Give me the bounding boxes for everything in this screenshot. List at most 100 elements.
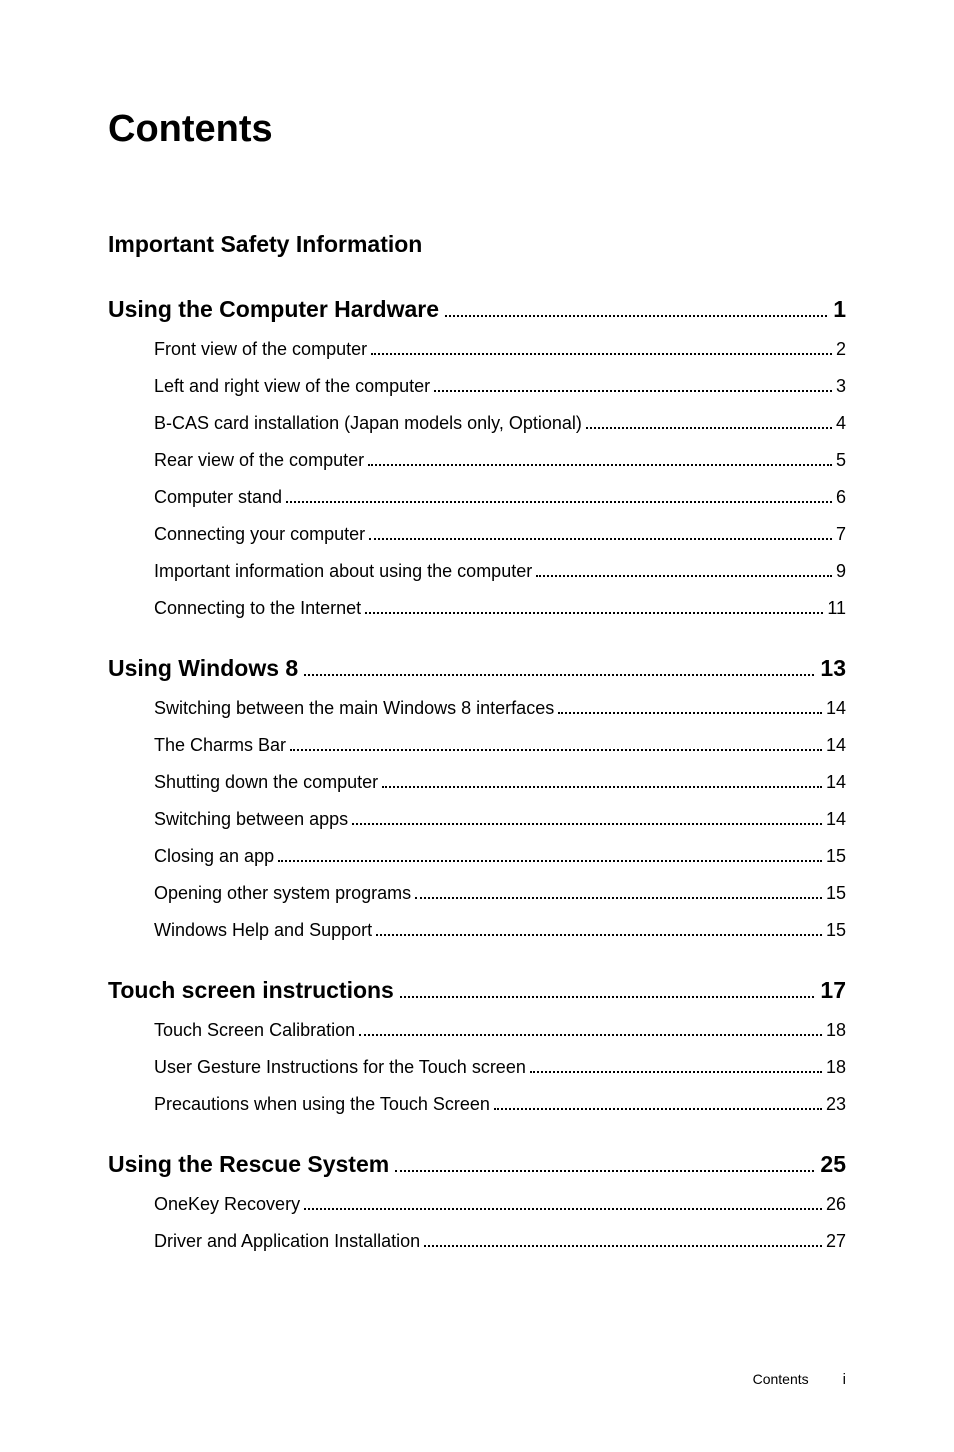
toc-section-title: Using Windows 8 (108, 655, 298, 682)
toc-subsection-title: Shutting down the computer (154, 772, 378, 793)
toc-subsection-page: 26 (826, 1194, 846, 1215)
toc-subsection-page: 5 (836, 450, 846, 471)
toc-subsection-row: Windows Help and Support 15 (154, 920, 846, 941)
toc-section-title: Using the Computer Hardware (108, 296, 439, 323)
toc-subsection-title: Switching between apps (154, 809, 348, 830)
toc-subsection-row: B-CAS card installation (Japan models on… (154, 413, 846, 434)
toc-subsection-page: 23 (826, 1094, 846, 1115)
toc-subsection-title: Opening other system programs (154, 883, 411, 904)
toc-subsection-page: 27 (826, 1231, 846, 1252)
toc-subsection-row: Shutting down the computer14 (154, 772, 846, 793)
toc-leader (395, 1170, 814, 1172)
toc-subsection-title: Windows Help and Support (154, 920, 372, 941)
toc-subsection-row: Driver and Application Installation 27 (154, 1231, 846, 1252)
toc-subsection-row: Touch Screen Calibration 18 (154, 1020, 846, 1041)
toc-subsection-page: 9 (836, 561, 846, 582)
toc-leader (352, 823, 822, 825)
toc-subsection-title: Driver and Application Installation (154, 1231, 420, 1252)
toc-subsection-page: 15 (826, 846, 846, 867)
page: Contents Important Safety Information Usi… (0, 0, 954, 1452)
toc-subsection-row: Opening other system programs 15 (154, 883, 846, 904)
toc-subsection-page: 3 (836, 376, 846, 397)
toc-leader (445, 315, 827, 317)
toc-section-page: 1 (833, 296, 846, 323)
toc-subsection-title: Closing an app (154, 846, 274, 867)
toc-leader (586, 427, 832, 429)
toc-subsection-row: The Charms Bar 14 (154, 735, 846, 756)
toc-subsection-title: Connecting to the Internet (154, 598, 361, 619)
toc-leader (400, 996, 815, 998)
toc-subsection-page: 15 (826, 920, 846, 941)
toc-leader (382, 786, 822, 788)
toc-leader (376, 934, 822, 936)
toc-subsection-row: Computer stand 6 (154, 487, 846, 508)
toc-section-title: Important Safety Information (108, 231, 846, 258)
table-of-contents: Important Safety Information Using the Co… (108, 231, 846, 1252)
toc-leader (365, 612, 823, 614)
toc-subsection-list: OneKey Recovery 26 Driver and Application … (154, 1194, 846, 1252)
toc-subsection-title: Switching between the main Windows 8 int… (154, 698, 554, 719)
toc-subsection-row: Precautions when using the Touch Screen 2… (154, 1094, 846, 1115)
toc-subsection-title: OneKey Recovery (154, 1194, 300, 1215)
toc-subsection-title: Important information about using the co… (154, 561, 532, 582)
page-footer: Contents i (753, 1371, 846, 1388)
toc-leader (536, 575, 832, 577)
toc-subsection-row: Closing an app 15 (154, 846, 846, 867)
toc-section-row: Using Windows 8 13 (108, 655, 846, 682)
toc-leader (290, 749, 822, 751)
toc-leader (286, 501, 832, 503)
toc-section-page: 13 (820, 655, 846, 682)
toc-leader (359, 1034, 822, 1036)
toc-subsection-page: 11 (827, 598, 846, 619)
toc-subsection-list: Switching between the main Windows 8 int… (154, 698, 846, 941)
toc-subsection-page: 6 (836, 487, 846, 508)
footer-label: Contents (753, 1371, 809, 1387)
toc-subsection-row: Connecting to the Internet 11 (154, 598, 846, 619)
toc-leader (530, 1071, 822, 1073)
toc-subsection-row: Rear view of the computer 5 (154, 450, 846, 471)
toc-subsection-title: Rear view of the computer (154, 450, 364, 471)
page-title: Contents (108, 108, 846, 151)
toc-leader (278, 860, 822, 862)
toc-leader (368, 464, 832, 466)
toc-subsection-title: Left and right view of the computer (154, 376, 430, 397)
toc-leader (434, 390, 832, 392)
toc-subsection-title: The Charms Bar (154, 735, 286, 756)
toc-subsection-page: 4 (836, 413, 846, 434)
toc-subsection-row: Switching between the main Windows 8 int… (154, 698, 846, 719)
toc-leader (371, 353, 832, 355)
toc-subsection-title: Touch Screen Calibration (154, 1020, 355, 1041)
toc-leader (304, 674, 814, 676)
toc-subsection-row: Connecting your computer7 (154, 524, 846, 545)
toc-leader (369, 538, 832, 540)
toc-subsection-title: User Gesture Instructions for the Touch … (154, 1057, 526, 1078)
toc-subsection-title: Computer stand (154, 487, 282, 508)
toc-subsection-row: Switching between apps 14 (154, 809, 846, 830)
toc-section-page: 25 (820, 1151, 846, 1178)
toc-subsection-page: 15 (826, 883, 846, 904)
toc-subsection-row: Left and right view of the computer 3 (154, 376, 846, 397)
toc-subsection-page: 2 (836, 339, 846, 360)
toc-leader (494, 1108, 822, 1110)
toc-section-row: Using the Computer Hardware 1 (108, 296, 846, 323)
toc-leader (424, 1245, 822, 1247)
toc-subsection-page: 14 (826, 735, 846, 756)
toc-subsection-title: Connecting your computer (154, 524, 365, 545)
toc-section-title: Touch screen instructions (108, 977, 394, 1004)
toc-subsection-row: User Gesture Instructions for the Touch … (154, 1057, 846, 1078)
toc-subsection-title: Front view of the computer (154, 339, 367, 360)
toc-subsection-list: Touch Screen Calibration 18 User Gesture I… (154, 1020, 846, 1115)
toc-subsection-page: 14 (826, 809, 846, 830)
toc-subsection-row: Important information about using the co… (154, 561, 846, 582)
toc-leader (558, 712, 822, 714)
toc-subsection-page: 18 (826, 1057, 846, 1078)
toc-section-row: Touch screen instructions 17 (108, 977, 846, 1004)
toc-leader (304, 1208, 822, 1210)
toc-subsection-page: 18 (826, 1020, 846, 1041)
toc-section-title: Using the Rescue System (108, 1151, 389, 1178)
toc-section-row: Using the Rescue System 25 (108, 1151, 846, 1178)
toc-subsection-title: B-CAS card installation (Japan models on… (154, 413, 582, 434)
toc-leader (415, 897, 822, 899)
toc-subsection-row: OneKey Recovery 26 (154, 1194, 846, 1215)
toc-subsection-title: Precautions when using the Touch Screen (154, 1094, 490, 1115)
